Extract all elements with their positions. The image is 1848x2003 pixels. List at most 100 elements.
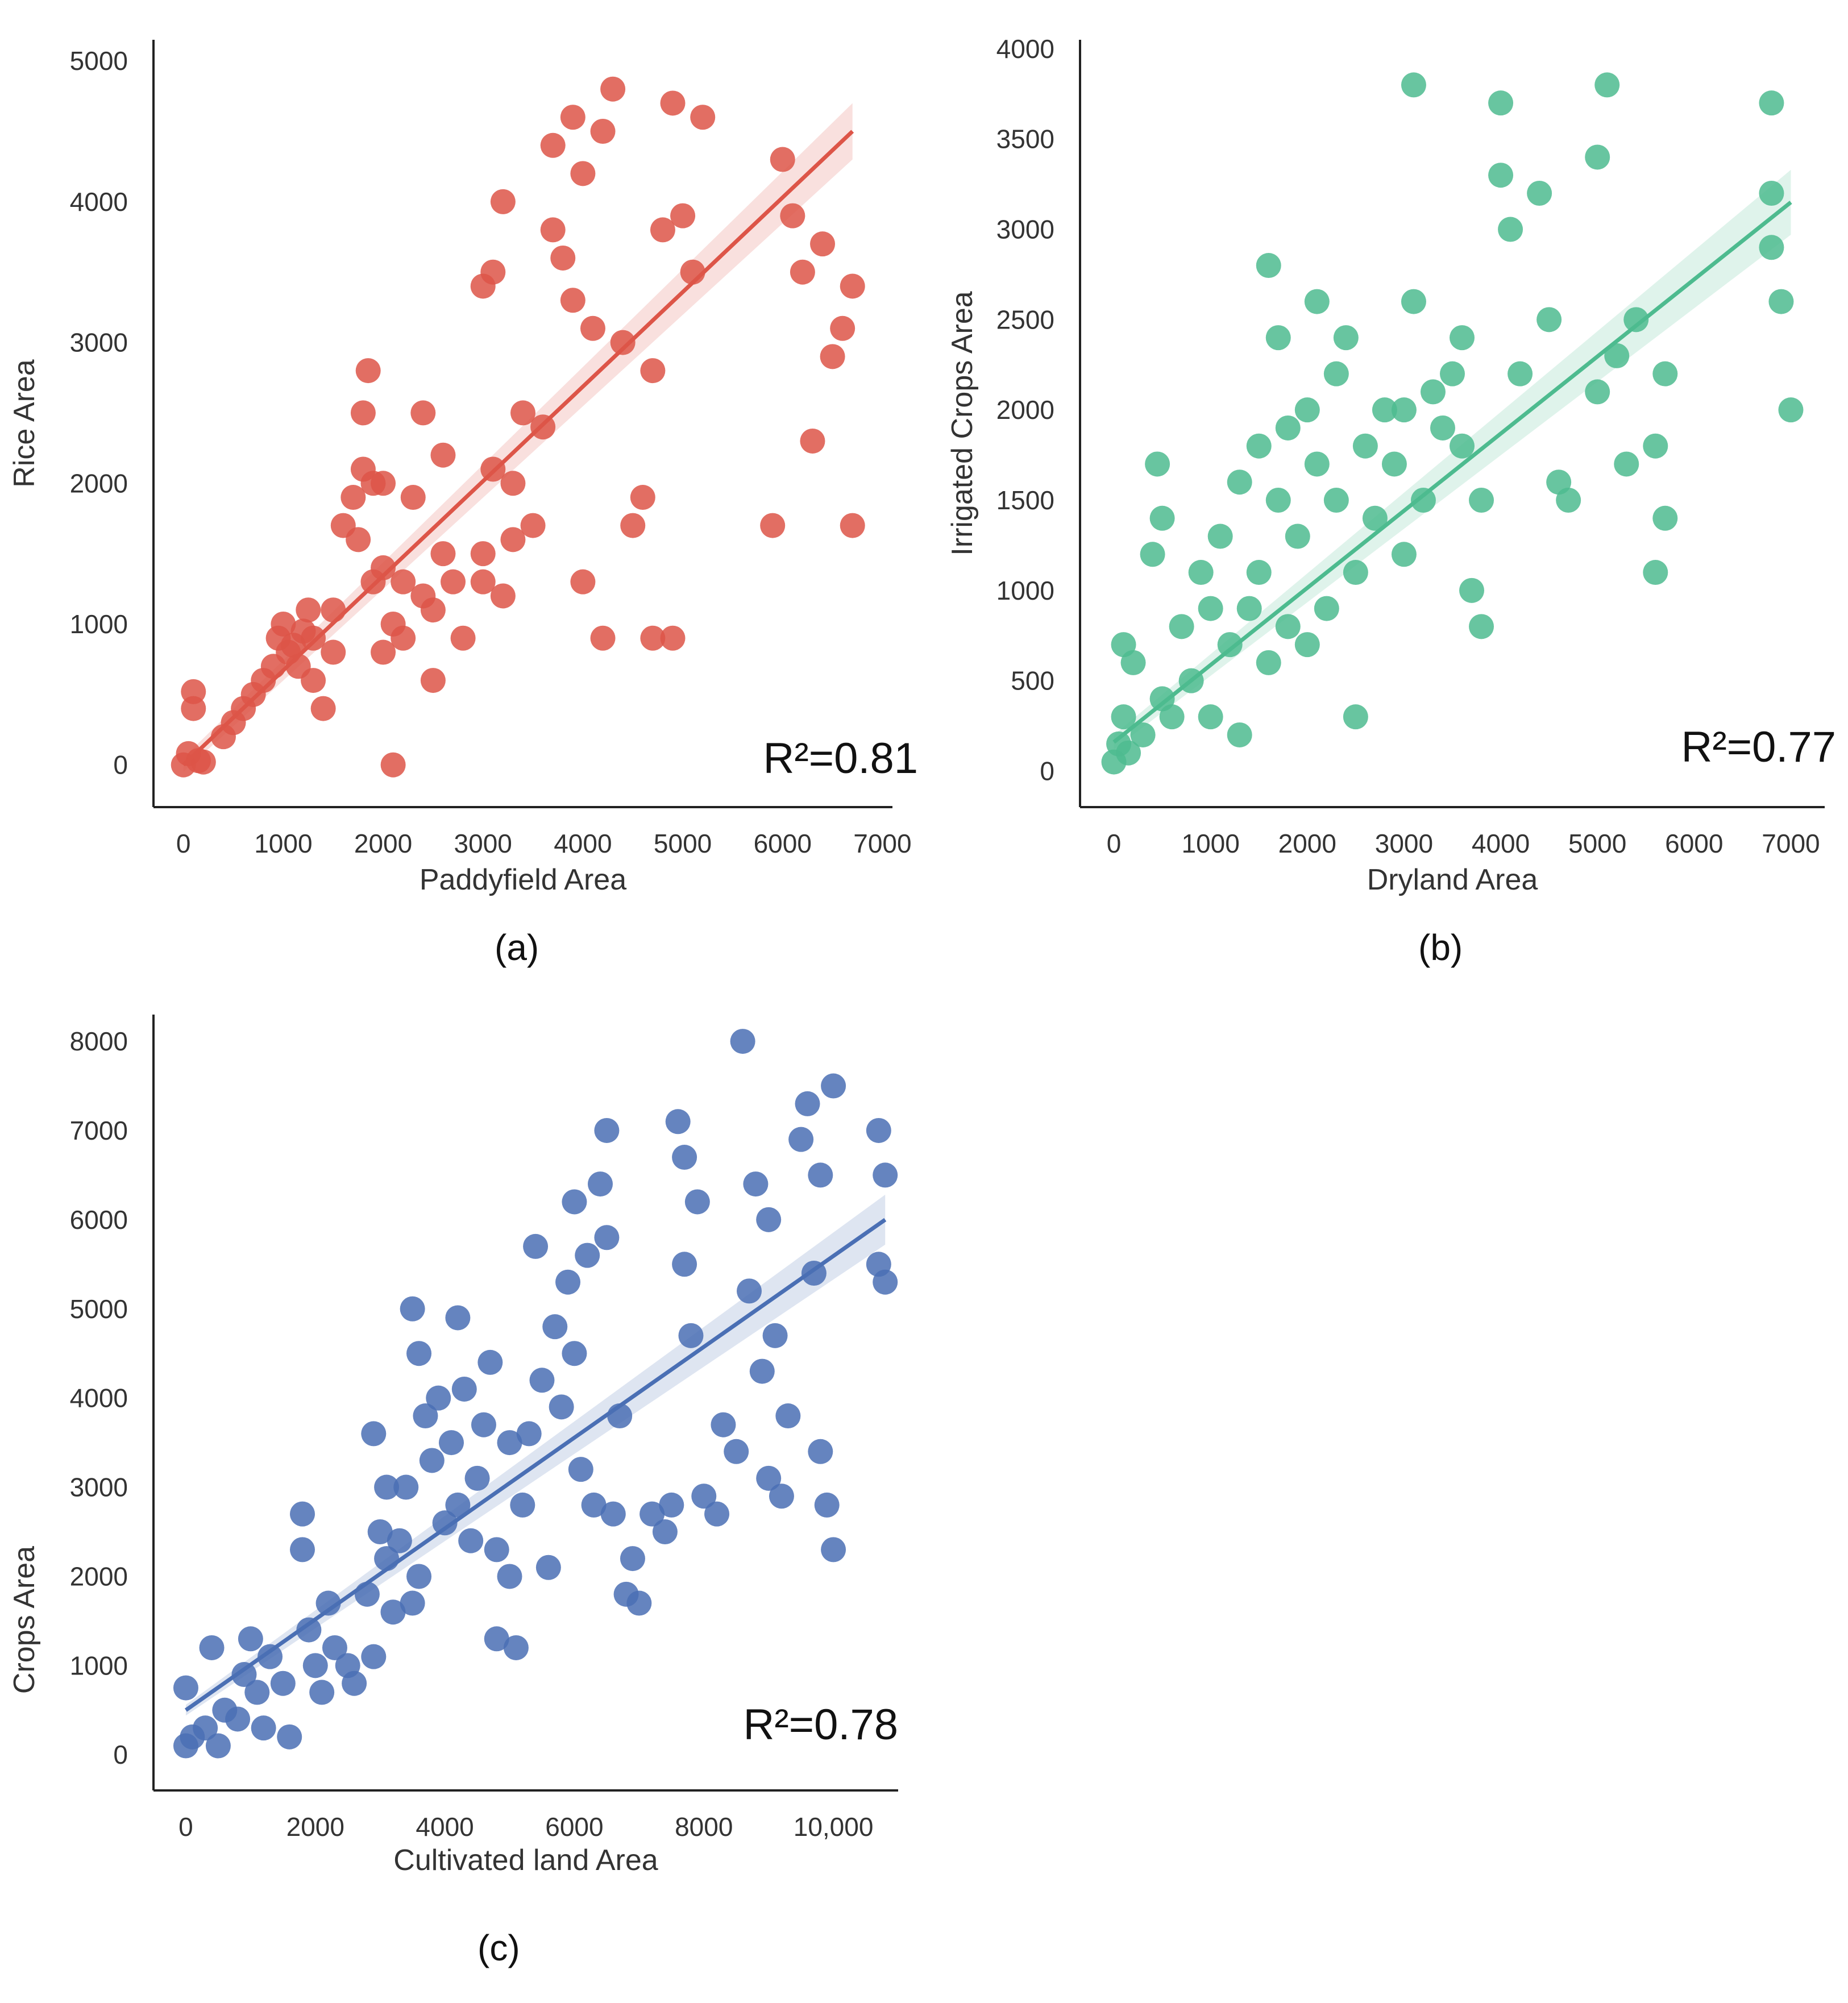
data-point-b [1585,144,1610,170]
data-point-c [225,1706,251,1732]
data-point-a [630,485,655,510]
data-point-a [190,749,216,775]
data-point-c [581,1492,607,1518]
data-point-a [500,471,526,496]
data-point-c [322,1635,347,1660]
data-point-c [756,1465,782,1491]
x-tick-label-c: 0 [178,1812,193,1842]
data-point-c [808,1439,833,1464]
data-point-a [840,513,865,538]
data-point-c [866,1117,891,1143]
data-point-a [510,400,535,426]
y-tick-label-c: 5000 [70,1294,128,1324]
data-point-a [660,90,686,116]
data-point-a [355,358,381,384]
data-point-b [1759,181,1784,206]
data-point-c [535,1555,561,1580]
data-point-b [1236,596,1262,621]
data-point-b [1333,325,1359,351]
data-point-b [1169,614,1194,639]
data-point-a [371,555,396,580]
data-point-b [1111,704,1136,730]
data-point-a [540,217,566,243]
data-point-b [1227,722,1252,747]
x-tick-label-b: 5000 [1568,829,1626,858]
data-point-c [464,1465,490,1491]
data-point-a [570,569,596,595]
data-point-b [1246,560,1272,585]
data-point-c [672,1252,697,1277]
data-point-a [560,288,585,313]
data-point-c [270,1670,296,1696]
data-point-b [1140,542,1165,567]
data-point-b [1372,397,1397,423]
data-point-a [450,625,476,651]
data-point-c [380,1599,406,1625]
scatter-plot-b: 0 1000 2000 3000 4000 5000 6000 7000 0 500 1000 150… [946,34,1837,896]
data-point-b [1285,523,1310,549]
r-squared-label-b: R²=0.77 [1681,723,1837,771]
data-point-a [490,189,516,214]
data-point-b [1420,379,1446,405]
data-point-c [594,1117,620,1143]
data-point-b [1652,361,1678,387]
data-point-a [610,330,636,355]
data-point-a [321,597,346,623]
data-point-c [477,1349,503,1375]
data-point-b [1130,722,1156,747]
data-point-c [205,1733,231,1759]
data-point-c [730,1029,755,1054]
data-point-b [1227,469,1252,495]
data-point-c [374,1474,400,1500]
y-tick-label-c: 6000 [70,1205,128,1235]
data-point-b [1362,505,1388,531]
data-point-b [1410,488,1436,513]
data-point-b [1469,488,1494,513]
y-tick-label-a: 0 [113,750,128,780]
data-point-c [367,1519,393,1544]
data-point-c [413,1403,438,1429]
data-point-c [361,1421,387,1447]
y-tick-label-b: 4000 [996,34,1054,64]
data-point-a [430,442,456,468]
data-point-a [650,217,675,243]
x-tick-label-b: 6000 [1665,829,1723,858]
data-point-c [296,1617,322,1643]
data-point-a [350,400,376,426]
data-point-c [290,1537,315,1562]
data-point-a [590,119,616,144]
data-point-a [340,485,366,510]
data-point-c [691,1483,717,1509]
data-point-b [1391,542,1417,567]
data-point-c [756,1207,782,1232]
data-point-b [1585,379,1610,405]
data-point-b [1304,451,1330,477]
data-point-b [1623,307,1649,333]
regression-line-a [182,130,854,767]
data-point-c [659,1492,684,1518]
data-point-b [1314,596,1339,621]
data-point-c [562,1189,587,1215]
data-point-c [484,1626,509,1652]
x-tick-label-b: 7000 [1762,829,1820,858]
data-point-b [1275,415,1301,441]
x-axis-label-a: Paddyfield Area [420,863,626,896]
data-point-a [520,513,546,538]
data-point-a [640,358,666,384]
data-point-b [1488,90,1514,116]
data-point-a [301,668,326,693]
data-point-c [406,1341,432,1366]
data-point-b [1304,289,1330,314]
y-axis-label-a: Rice Area [8,359,41,488]
data-point-b [1643,560,1668,585]
data-point-c [354,1581,380,1607]
y-tick-label-b: 1000 [996,576,1054,605]
data-point-c [795,1091,820,1116]
data-point-c [400,1296,425,1322]
data-point-c [821,1537,846,1562]
data-point-c [600,1501,626,1527]
chart-panel-a: 0 1000 2000 3000 4000 5000 6000 7000 0 1000 2000 30… [0,0,938,1000]
y-tick-label-b: 2500 [996,305,1054,334]
data-point-b [1440,361,1465,387]
data-point-c [342,1670,367,1696]
